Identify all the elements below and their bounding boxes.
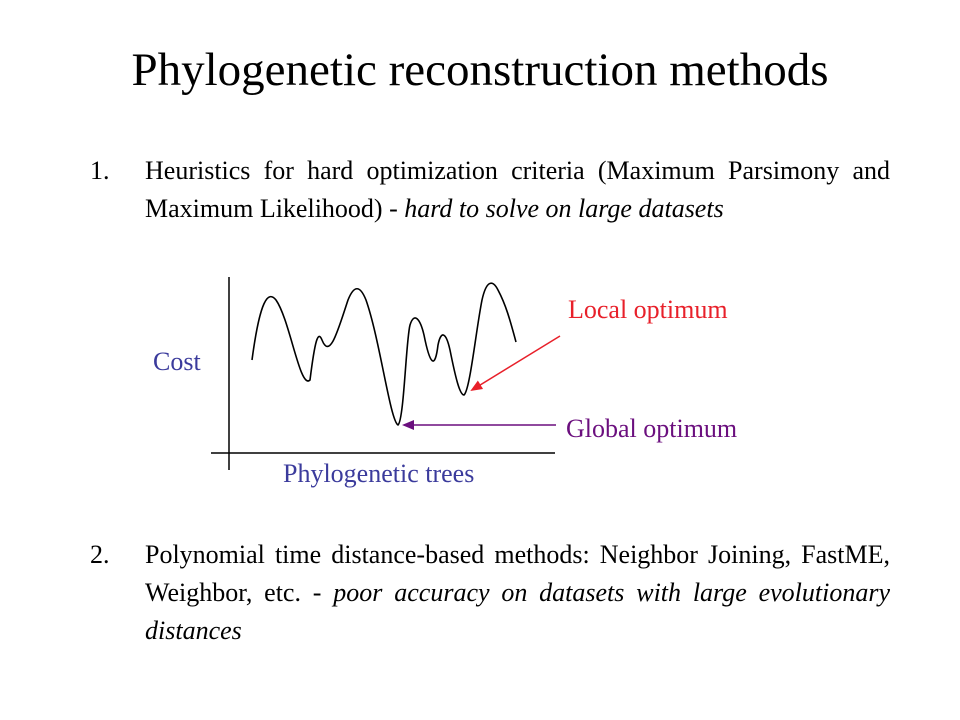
item-body: Heuristics for hard optimization criteri… <box>145 156 890 223</box>
x-axis-label: Phylogenetic trees <box>283 459 475 488</box>
local-optimum-label: Local optimum <box>568 295 728 324</box>
local-optimum-arrow <box>470 335 561 392</box>
item-emphasis: poor accuracy on datasets with large evo… <box>145 578 890 645</box>
item-number: 1. <box>90 156 110 185</box>
slide-title: Phylogenetic reconstruction methods <box>131 44 829 96</box>
cost-curve <box>251 282 517 426</box>
item-text: Heuristics for hard optimization criteri… <box>145 152 890 228</box>
item-emphasis: hard to solve on large datasets <box>404 194 724 223</box>
item-number: 2. <box>90 540 110 569</box>
y-axis-label: Cost <box>153 347 201 376</box>
item-text: Polynomial time distance-based methods: … <box>145 536 890 650</box>
item-body: Polynomial time distance-based methods: … <box>145 540 890 607</box>
global-optimum-label: Global optimum <box>566 414 738 443</box>
